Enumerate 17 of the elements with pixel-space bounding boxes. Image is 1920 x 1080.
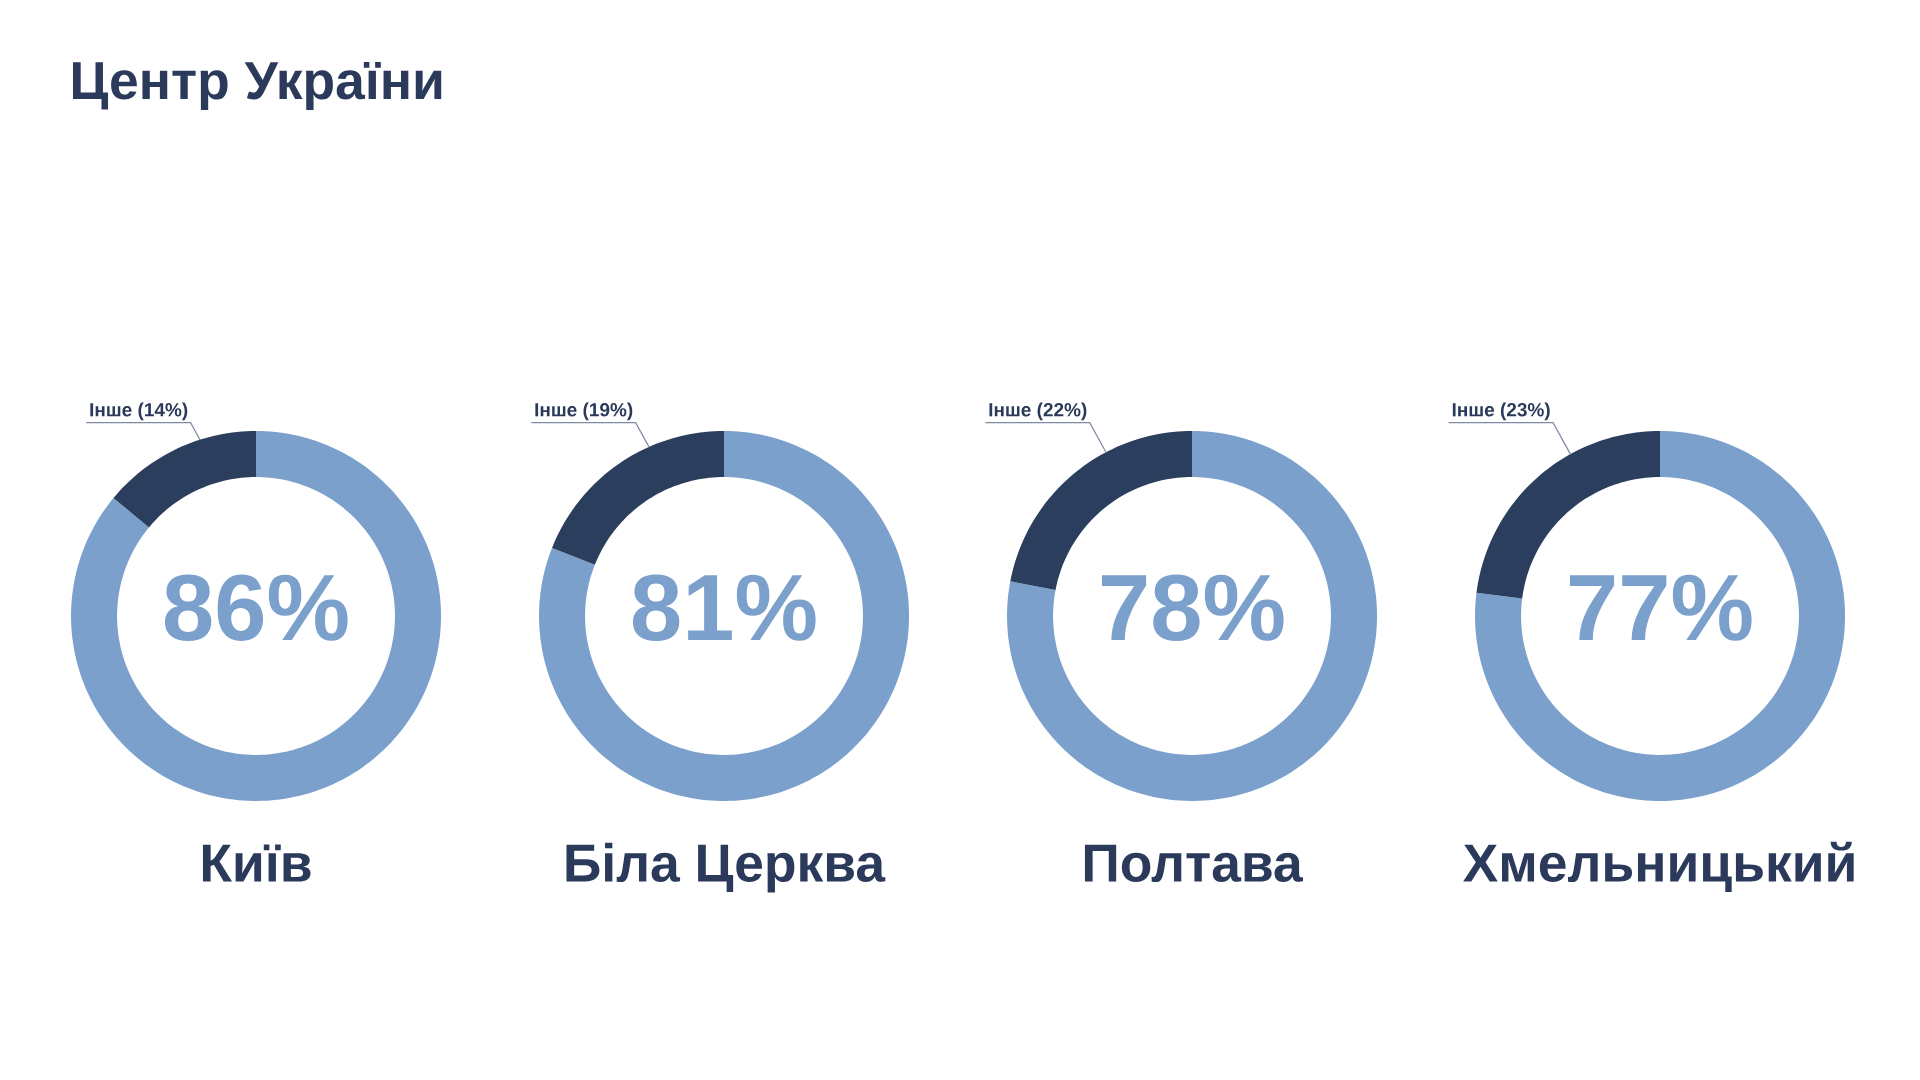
data-label: 86% bbox=[164, 574, 348, 641]
data-label: (23%) bbox=[1500, 402, 1550, 421]
text: Полтава bbox=[1084, 844, 1303, 883]
text: Біла Церква bbox=[566, 842, 886, 893]
text: Хмельницький bbox=[1463, 841, 1854, 893]
data-label: 77% bbox=[1569, 574, 1752, 641]
data-label: 81% bbox=[632, 574, 816, 641]
slice-label: Інше bbox=[535, 403, 577, 417]
slice-label: Інше bbox=[90, 403, 132, 417]
data-label: 78% bbox=[1101, 574, 1284, 641]
text: Центр України bbox=[72, 62, 442, 111]
data-label: (14%) bbox=[138, 402, 188, 421]
text: Київ bbox=[202, 844, 311, 882]
data-label: (19%) bbox=[583, 402, 633, 421]
data-label: (22%) bbox=[1037, 402, 1087, 421]
slice-label: Інше bbox=[989, 403, 1031, 417]
slice-label: Інше bbox=[1452, 403, 1495, 417]
